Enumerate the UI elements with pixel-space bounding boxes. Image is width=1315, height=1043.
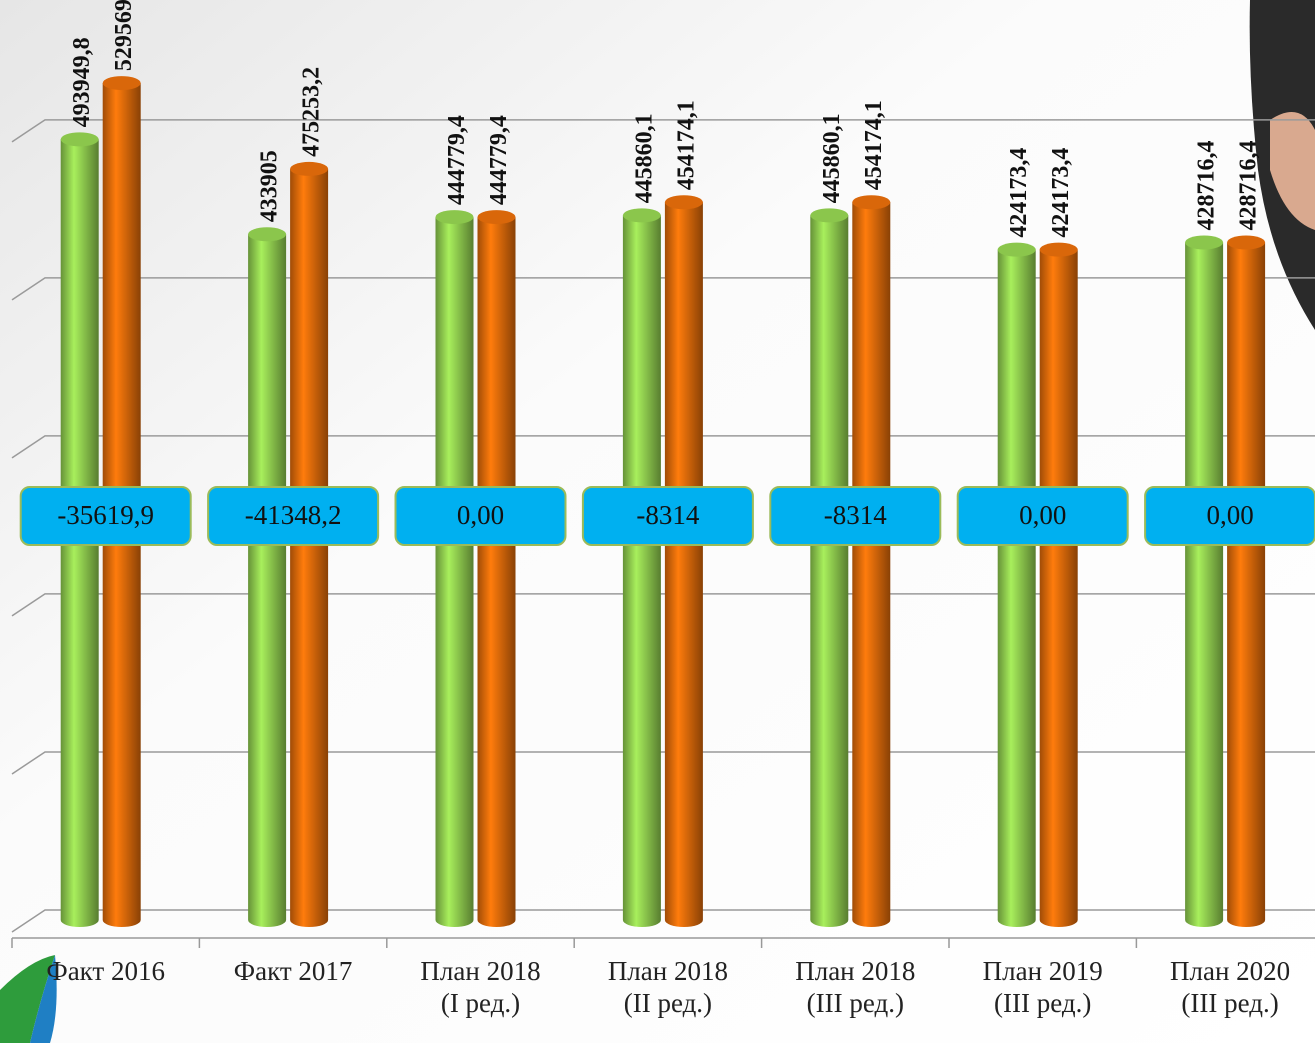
data-label: 493949,8 (69, 37, 95, 127)
bar-top (1227, 235, 1265, 249)
page: 493949,8 529569,7 -35619,9 433905 475253,2 -4… (0, 0, 1315, 1043)
data-label: 428716,4 (1194, 140, 1220, 230)
bar (1040, 250, 1078, 927)
difference-label: -8314 (824, 500, 887, 530)
difference-label: -35619,9 (57, 500, 154, 530)
bar-top (436, 210, 474, 224)
x-tick-label: План 2018 (II ред.) (598, 955, 738, 1019)
difference-label: 0,00 (1206, 500, 1253, 530)
data-label: 433905 (257, 150, 283, 222)
x-tick-label: План 2018 (III ред.) (785, 955, 925, 1019)
difference-label: 0,00 (457, 500, 504, 530)
x-tick-label: План 2020 (III ред.) (1160, 955, 1300, 1019)
data-label: 445860,1 (631, 113, 657, 203)
difference-label: 0,00 (1019, 500, 1066, 530)
bar (478, 217, 516, 927)
bar (1227, 242, 1265, 927)
bar-top (1185, 235, 1223, 249)
bar-top (478, 210, 516, 224)
data-label: 428716,4 (1236, 140, 1262, 230)
data-label: 529569,7 (111, 0, 137, 71)
data-label: 444779,4 (444, 115, 470, 205)
x-tick-label: Факт 2016 (36, 955, 176, 987)
bar-top (248, 227, 286, 241)
data-label: 444779,4 (486, 115, 512, 205)
bar (436, 217, 474, 927)
x-tick-label: Факт 2017 (223, 955, 363, 987)
data-label: 424173,4 (1048, 148, 1074, 238)
bar-top (61, 132, 99, 146)
bar-top (290, 162, 328, 176)
data-label: 454174,1 (673, 100, 699, 190)
bar (248, 234, 286, 927)
bar-top (852, 195, 890, 209)
bar-top (1040, 243, 1078, 257)
bar-top (103, 76, 141, 90)
bar (290, 169, 328, 927)
x-tick-label: План 2019 (III ред.) (973, 955, 1113, 1019)
bar (623, 215, 661, 927)
chart: 493949,8 529569,7 -35619,9 433905 475253,2 -4… (0, 0, 1315, 1043)
data-label: 445860,1 (819, 113, 845, 203)
bar (998, 250, 1036, 927)
bar-top (665, 195, 703, 209)
bar-top (810, 208, 848, 222)
data-label: 475253,2 (299, 67, 325, 157)
bar (1185, 242, 1223, 927)
bar-top (998, 243, 1036, 257)
data-label: 424173,4 (1006, 148, 1032, 238)
difference-label: -8314 (636, 500, 699, 530)
bar-top (623, 208, 661, 222)
data-label: 454174,1 (861, 100, 887, 190)
bar (665, 202, 703, 927)
difference-label: -41348,2 (245, 500, 342, 530)
bar (810, 215, 848, 927)
x-tick-label: План 2018 (I ред.) (411, 955, 551, 1019)
bar (852, 202, 890, 927)
